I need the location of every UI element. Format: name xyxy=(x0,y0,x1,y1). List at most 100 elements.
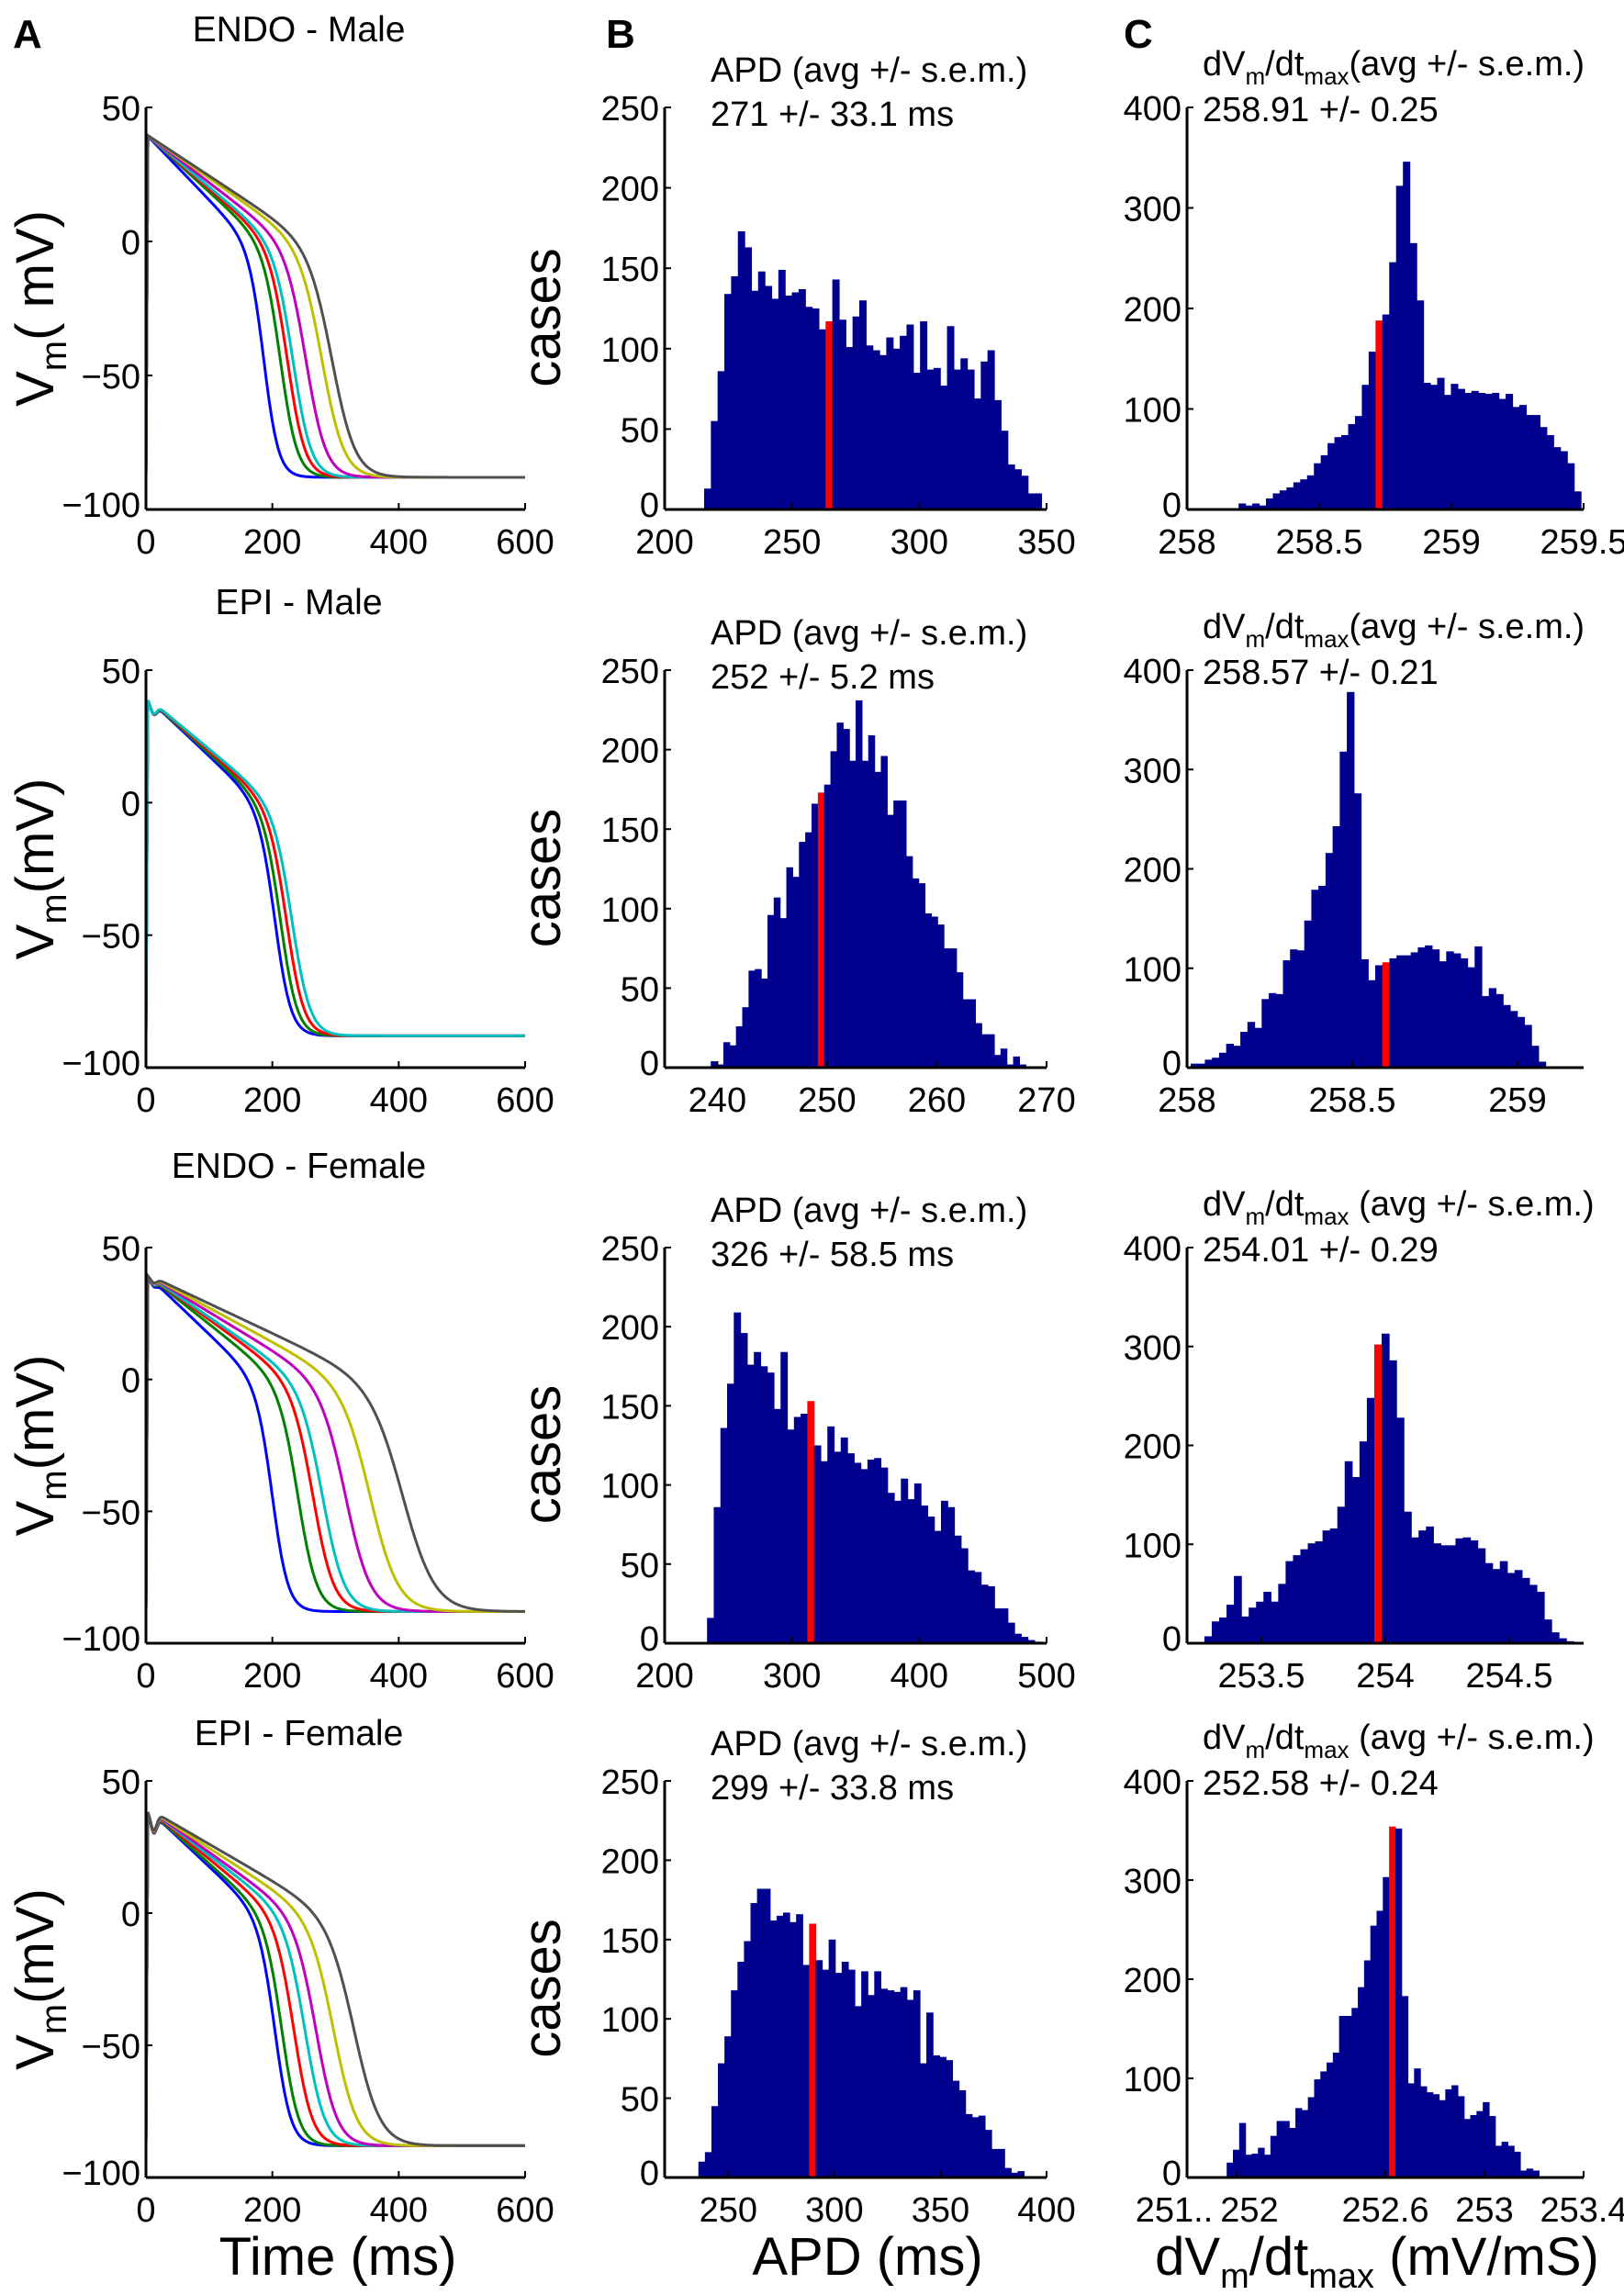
histogram-bar xyxy=(820,1461,828,1643)
y-tick-label: 0 xyxy=(121,1362,140,1401)
histogram-bar xyxy=(1259,505,1267,509)
histogram-bar xyxy=(1354,416,1363,509)
stat-label-sub2: max xyxy=(1304,62,1349,90)
histogram-bar xyxy=(745,247,753,509)
y-tick-label: 0 xyxy=(121,785,140,823)
chart-title: EPI - Male xyxy=(215,583,382,622)
stat-label-sub1: m xyxy=(1245,1736,1265,1763)
histogram-bar xyxy=(1293,482,1301,509)
histogram-bar xyxy=(892,348,901,509)
histogram-bar xyxy=(786,867,794,1068)
histogram-bar xyxy=(984,2130,992,2177)
histogram-bar xyxy=(1404,1511,1412,1643)
y-tick-label: 200 xyxy=(601,1842,659,1881)
histogram-bar xyxy=(856,700,863,1068)
ap-trace-gray xyxy=(144,1271,525,1613)
histogram-bar xyxy=(1341,434,1350,509)
y-tick-label: 0 xyxy=(1162,487,1182,525)
x-tick-label: 259.5 xyxy=(1540,523,1624,562)
histogram-bar xyxy=(1007,1622,1015,1643)
histogram-bar xyxy=(1423,383,1431,509)
y-tick-label: 50 xyxy=(621,2081,659,2120)
histogram-bar xyxy=(920,321,928,509)
ap-trace-blue xyxy=(144,1812,525,2147)
histogram-bar xyxy=(1484,394,1493,509)
histogram-bar xyxy=(1389,957,1397,1068)
y-tick-label: 150 xyxy=(601,1388,659,1427)
histogram-bar xyxy=(907,1499,915,1643)
histogram-bar xyxy=(704,2152,712,2177)
histogram-bar xyxy=(1498,398,1506,509)
histogram-bar xyxy=(1417,300,1425,509)
histogram-bar xyxy=(771,298,779,509)
histogram-bar xyxy=(1433,1543,1441,1643)
chart-b-row3: APD (avg +/- s.e.m.) 326 +/- 58.5 ms cases… xyxy=(512,1192,1076,1696)
histogram-bar xyxy=(1553,447,1562,509)
histogram-bar xyxy=(769,1920,778,2177)
y-axis-label: Vm(mV) xyxy=(6,1888,74,2070)
histogram-bar xyxy=(1361,959,1369,1068)
histogram-bar xyxy=(879,354,888,509)
histogram-bar xyxy=(1004,2167,1012,2177)
chart-c-row1: dVm/dtmax(avg +/- s.e.m.)258.91 +/- 0.25… xyxy=(1124,45,1624,562)
y-tick-label: 100 xyxy=(1124,2061,1182,2099)
chart-a-row3: ENDO - Female Vm(mV) −100 −50 0 50 0 200 400 600 xyxy=(6,1147,554,1696)
x-tick-label: 200 xyxy=(635,1657,693,1696)
y-tick-label: 200 xyxy=(601,171,659,209)
ap-trace-yellow xyxy=(144,1271,525,1613)
histogram-bar xyxy=(750,1903,758,2177)
histogram-bar xyxy=(1526,415,1534,509)
histogram-bar xyxy=(1007,464,1015,509)
chart-title: ENDO - Male xyxy=(193,10,406,50)
histogram-bar xyxy=(846,347,854,509)
histogram-bar xyxy=(872,350,880,509)
histogram-bar xyxy=(1418,1530,1427,1643)
stat-label-b: /dt xyxy=(1265,45,1305,84)
y-tick-label: 50 xyxy=(102,1230,140,1269)
y-tick-label: 200 xyxy=(601,733,659,771)
histogram-bar xyxy=(874,1971,882,2177)
histogram-bar xyxy=(1382,314,1390,509)
mean-bar xyxy=(1373,1344,1383,1643)
mean-bar xyxy=(825,321,834,509)
panel-label-c: C xyxy=(1124,12,1153,57)
histogram-bar xyxy=(1411,1537,1419,1643)
histogram-bar xyxy=(913,373,921,509)
chart-c-row2: dVm/dtmax(avg +/- s.e.m.)258.57 +/- 0.21… xyxy=(1124,608,1585,1120)
histogram-bar xyxy=(1538,1061,1547,1068)
y-axis-label: cases xyxy=(512,248,572,387)
y-tick-label: 0 xyxy=(1162,2155,1182,2193)
histogram-bar xyxy=(987,1585,995,1643)
x-tick-label: 250 xyxy=(798,1081,856,1120)
histogram-bar xyxy=(1320,454,1328,509)
histogram-bar xyxy=(1455,1538,1464,1643)
histogram-bar xyxy=(1457,388,1465,509)
stat-label-a: dV xyxy=(1203,1718,1246,1757)
y-axis-label-sub: m xyxy=(34,893,74,924)
x-tick-label: 0 xyxy=(136,1657,155,1696)
histogram-bar xyxy=(1439,2099,1446,2177)
y-axis-label: cases xyxy=(512,809,572,948)
histogram-bar xyxy=(1218,1617,1227,1643)
histogram-bar xyxy=(1358,1987,1365,2177)
y-tick-label: 50 xyxy=(102,90,140,129)
x-tick-label: 254 xyxy=(1356,1657,1414,1696)
histogram-bar xyxy=(1311,890,1319,1068)
histogram-bar xyxy=(1478,392,1486,509)
chart-c-row4: dVm/dtmax (avg +/- s.e.m.)252.58 +/- 0.2… xyxy=(1124,1718,1624,2230)
y-axis-label: Vm(mV) xyxy=(6,1355,74,1537)
histogram-bar xyxy=(1484,1562,1494,1643)
histogram-bar xyxy=(1389,262,1397,509)
histogram-bar xyxy=(801,1414,808,1643)
histogram-bar xyxy=(1420,2086,1428,2177)
histogram-bar xyxy=(1241,1616,1249,1643)
histogram-bar xyxy=(1396,1417,1405,1643)
histogram-bar xyxy=(729,1045,737,1068)
histogram-bar xyxy=(1437,377,1445,509)
x-tick-label: 260 xyxy=(908,1081,966,1120)
stat-label: dVm/dtmax (avg +/- s.e.m.) xyxy=(1203,1718,1595,1763)
histogram-bar xyxy=(1339,751,1348,1068)
histogram-bar xyxy=(937,924,945,1068)
mean-bar xyxy=(809,1923,817,2177)
histogram-bar xyxy=(798,288,806,509)
